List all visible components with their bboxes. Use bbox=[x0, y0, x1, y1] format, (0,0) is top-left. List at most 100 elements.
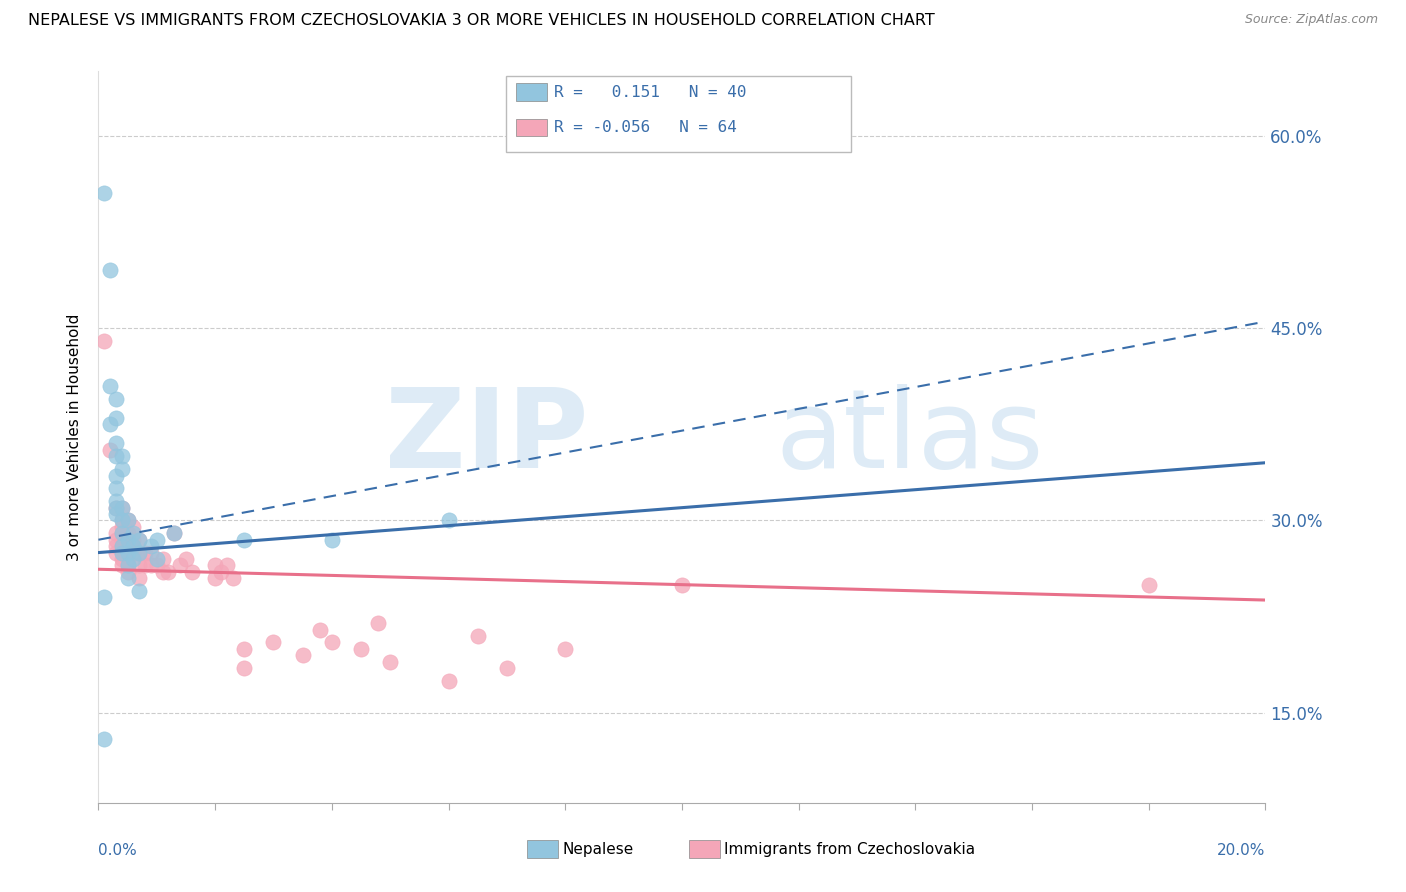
Point bbox=[233, 641, 256, 656]
Point bbox=[111, 462, 134, 476]
Point bbox=[128, 533, 150, 547]
Text: Nepalese: Nepalese bbox=[562, 842, 634, 857]
Point bbox=[128, 571, 150, 585]
Point bbox=[174, 552, 197, 566]
Point bbox=[128, 545, 150, 559]
Point bbox=[139, 558, 162, 573]
Point bbox=[117, 565, 139, 579]
Point bbox=[128, 558, 150, 573]
Point bbox=[146, 552, 169, 566]
Point bbox=[111, 558, 134, 573]
Point bbox=[104, 436, 127, 450]
Point bbox=[111, 539, 134, 553]
Point bbox=[128, 533, 150, 547]
Text: R = -0.056   N = 64: R = -0.056 N = 64 bbox=[554, 120, 737, 136]
Point bbox=[152, 565, 174, 579]
Point bbox=[122, 526, 145, 541]
Point bbox=[139, 539, 162, 553]
Point bbox=[98, 442, 121, 457]
Point bbox=[134, 545, 156, 559]
Point bbox=[93, 731, 115, 746]
Point bbox=[98, 378, 121, 392]
Y-axis label: 3 or more Vehicles in Household: 3 or more Vehicles in Household bbox=[67, 313, 83, 561]
Point bbox=[111, 514, 134, 528]
Point bbox=[117, 545, 139, 559]
Point bbox=[139, 545, 162, 559]
Point bbox=[321, 533, 343, 547]
Point bbox=[117, 514, 139, 528]
Point bbox=[180, 565, 202, 579]
Point bbox=[93, 591, 115, 605]
Point bbox=[467, 629, 489, 643]
Point bbox=[163, 526, 186, 541]
Point bbox=[93, 186, 115, 201]
Text: NEPALESE VS IMMIGRANTS FROM CZECHOSLOVAKIA 3 OR MORE VEHICLES IN HOUSEHOLD CORRE: NEPALESE VS IMMIGRANTS FROM CZECHOSLOVAK… bbox=[28, 13, 935, 29]
Point bbox=[262, 635, 284, 649]
Point bbox=[122, 552, 145, 566]
Point bbox=[104, 468, 127, 483]
Point bbox=[117, 552, 139, 566]
Point bbox=[209, 565, 232, 579]
Point bbox=[111, 526, 134, 541]
Point bbox=[204, 558, 226, 573]
Point bbox=[104, 507, 127, 521]
Point bbox=[122, 520, 145, 534]
Point bbox=[104, 545, 127, 559]
Point bbox=[437, 514, 460, 528]
Point bbox=[117, 514, 139, 528]
Point bbox=[111, 533, 134, 547]
Text: R =   0.151   N = 40: R = 0.151 N = 40 bbox=[554, 85, 747, 100]
Text: atlas: atlas bbox=[775, 384, 1043, 491]
Point bbox=[117, 558, 139, 573]
Point bbox=[554, 641, 576, 656]
Point bbox=[111, 552, 134, 566]
Point bbox=[98, 417, 121, 432]
Point bbox=[111, 500, 134, 515]
Point bbox=[104, 500, 127, 515]
Point bbox=[104, 533, 127, 547]
Point bbox=[104, 500, 127, 515]
Point bbox=[111, 500, 134, 515]
Point bbox=[111, 520, 134, 534]
Point bbox=[104, 494, 127, 508]
Point bbox=[146, 558, 169, 573]
Point bbox=[204, 571, 226, 585]
Text: ZIP: ZIP bbox=[385, 384, 589, 491]
Point bbox=[152, 552, 174, 566]
Point bbox=[496, 661, 519, 675]
Point bbox=[134, 558, 156, 573]
Text: Immigrants from Czechoslovakia: Immigrants from Czechoslovakia bbox=[724, 842, 976, 857]
Point bbox=[146, 533, 169, 547]
Point bbox=[437, 673, 460, 688]
Point bbox=[221, 571, 243, 585]
Point bbox=[117, 571, 139, 585]
Point bbox=[321, 635, 343, 649]
Point bbox=[117, 526, 139, 541]
Point bbox=[104, 539, 127, 553]
Point bbox=[111, 514, 134, 528]
Point bbox=[163, 526, 186, 541]
Point bbox=[104, 410, 127, 425]
Point bbox=[111, 450, 134, 464]
Point bbox=[104, 450, 127, 464]
Point bbox=[111, 526, 134, 541]
Point bbox=[104, 526, 127, 541]
Point bbox=[98, 263, 121, 277]
Point bbox=[117, 533, 139, 547]
Point bbox=[233, 533, 256, 547]
Point bbox=[671, 577, 693, 591]
Point bbox=[111, 545, 134, 559]
Point bbox=[117, 533, 139, 547]
Point bbox=[117, 545, 139, 559]
Point bbox=[291, 648, 314, 663]
Point bbox=[111, 545, 134, 559]
Point bbox=[128, 584, 150, 599]
Point bbox=[233, 661, 256, 675]
Text: 20.0%: 20.0% bbox=[1218, 843, 1265, 858]
Point bbox=[215, 558, 238, 573]
Point bbox=[111, 539, 134, 553]
Point bbox=[128, 545, 150, 559]
Point bbox=[104, 482, 127, 496]
Point bbox=[169, 558, 191, 573]
Point bbox=[350, 641, 373, 656]
